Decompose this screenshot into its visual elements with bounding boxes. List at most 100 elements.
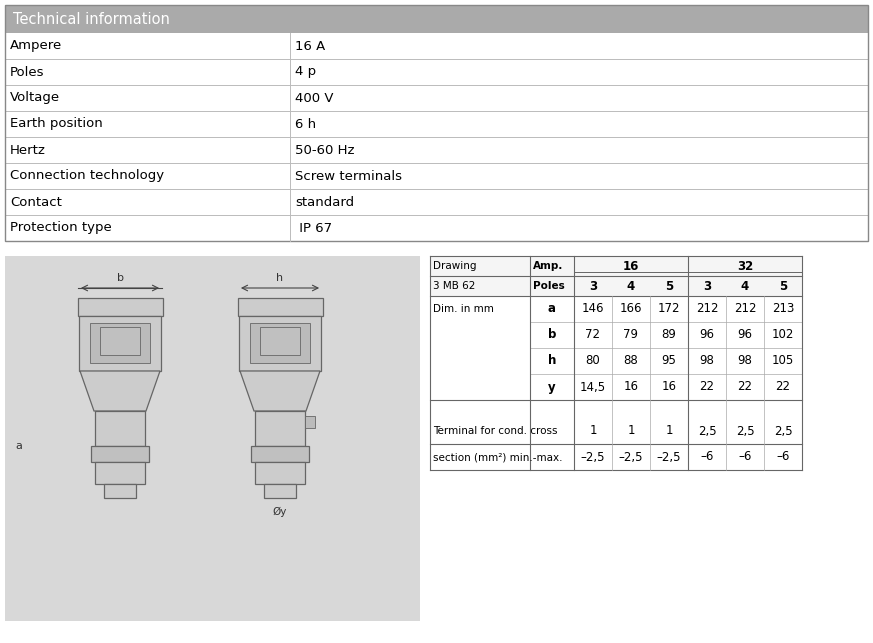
Bar	[5, 163, 868, 189]
Text: 1: 1	[589, 424, 597, 437]
Text: 5: 5	[779, 280, 787, 293]
Text: 80: 80	[586, 354, 601, 368]
Bar	[5, 215, 868, 241]
Text: 5: 5	[665, 280, 673, 293]
Text: 16: 16	[622, 260, 639, 273]
Bar	[5, 85, 868, 111]
Text: 4 p: 4 p	[295, 66, 316, 78]
Bar	[255, 411, 305, 446]
Bar	[104, 484, 136, 498]
Text: 102: 102	[772, 329, 794, 341]
Text: 22: 22	[699, 381, 714, 394]
Text: h: h	[277, 273, 284, 283]
Text: 146: 146	[581, 302, 604, 316]
Text: Poles: Poles	[533, 281, 565, 291]
Text: Hertz: Hertz	[10, 143, 46, 156]
Text: 4: 4	[627, 280, 636, 293]
Bar	[90, 323, 150, 363]
Text: y: y	[548, 381, 556, 394]
Text: 4: 4	[741, 280, 749, 293]
Text: Earth position: Earth position	[10, 118, 103, 131]
Text: 166: 166	[620, 302, 643, 316]
Text: Dim. in mm: Dim. in mm	[433, 304, 494, 314]
Text: 2,5: 2,5	[736, 424, 754, 437]
Text: 3 MB 62: 3 MB 62	[433, 281, 476, 291]
Polygon shape	[80, 371, 160, 411]
Text: 32: 32	[737, 260, 753, 273]
Text: 98: 98	[738, 354, 753, 368]
Text: Drawing: Drawing	[433, 261, 477, 271]
Text: 98: 98	[699, 354, 714, 368]
Bar	[239, 316, 321, 371]
Text: 212: 212	[696, 302, 718, 316]
Text: 1: 1	[627, 424, 635, 437]
Text: 22: 22	[775, 381, 790, 394]
Bar	[78, 298, 162, 316]
Text: Terminal for cond. cross: Terminal for cond. cross	[433, 426, 558, 436]
Text: 72: 72	[586, 329, 601, 341]
Text: –6: –6	[739, 451, 752, 464]
Text: a: a	[548, 302, 556, 316]
Text: 400 V: 400 V	[295, 91, 333, 105]
Text: –2,5: –2,5	[656, 451, 681, 464]
Text: Protection type: Protection type	[10, 221, 112, 235]
Text: –6: –6	[776, 451, 790, 464]
Bar	[237, 298, 322, 316]
Text: Screw terminals: Screw terminals	[295, 170, 402, 183]
Bar	[91, 446, 149, 462]
Text: –2,5: –2,5	[581, 451, 605, 464]
Text: 89: 89	[662, 329, 677, 341]
Text: 6 h: 6 h	[295, 118, 316, 131]
Text: 16: 16	[623, 381, 638, 394]
Bar	[79, 316, 161, 371]
Bar	[5, 5, 868, 33]
Text: 14,5: 14,5	[580, 381, 606, 394]
Text: 3: 3	[589, 280, 597, 293]
Text: 50-60 Hz: 50-60 Hz	[295, 143, 354, 156]
Bar	[255, 462, 305, 484]
Text: IP 67: IP 67	[295, 221, 332, 235]
Text: 96: 96	[738, 329, 753, 341]
Text: 79: 79	[623, 329, 638, 341]
Bar	[430, 256, 802, 296]
Text: 95: 95	[662, 354, 677, 368]
Bar	[5, 111, 868, 137]
Bar	[100, 327, 140, 355]
Text: 2,5: 2,5	[698, 424, 717, 437]
Text: Voltage: Voltage	[10, 91, 60, 105]
Text: 212: 212	[733, 302, 756, 316]
Bar	[5, 59, 868, 85]
Bar	[5, 5, 868, 241]
Text: a: a	[16, 441, 23, 451]
Text: 213: 213	[772, 302, 794, 316]
Text: 1: 1	[665, 424, 673, 437]
Text: 16: 16	[662, 381, 677, 394]
Bar	[95, 462, 145, 484]
Text: 96: 96	[699, 329, 714, 341]
Text: h: h	[548, 354, 556, 368]
Text: b: b	[548, 329, 556, 341]
Text: 22: 22	[738, 381, 753, 394]
Bar	[5, 256, 420, 621]
Bar	[5, 189, 868, 215]
Text: 3: 3	[703, 280, 711, 293]
Text: Øy: Øy	[272, 507, 287, 517]
Text: 16 A: 16 A	[295, 39, 326, 53]
Text: Ampere: Ampere	[10, 39, 62, 53]
Bar	[95, 411, 145, 446]
Bar	[264, 484, 296, 498]
Text: 2,5: 2,5	[773, 424, 793, 437]
Text: 172: 172	[657, 302, 680, 316]
Text: b: b	[116, 273, 123, 283]
Text: –6: –6	[700, 451, 714, 464]
Text: standard: standard	[295, 195, 354, 208]
Text: Amp.: Amp.	[533, 261, 563, 271]
Text: section (mm²) min.-max.: section (mm²) min.-max.	[433, 452, 562, 462]
Text: Technical information: Technical information	[13, 12, 170, 26]
Polygon shape	[240, 371, 320, 411]
Text: 88: 88	[623, 354, 638, 368]
Text: Contact: Contact	[10, 195, 62, 208]
Bar	[5, 137, 868, 163]
Text: 105: 105	[772, 354, 794, 368]
Bar	[260, 327, 300, 355]
